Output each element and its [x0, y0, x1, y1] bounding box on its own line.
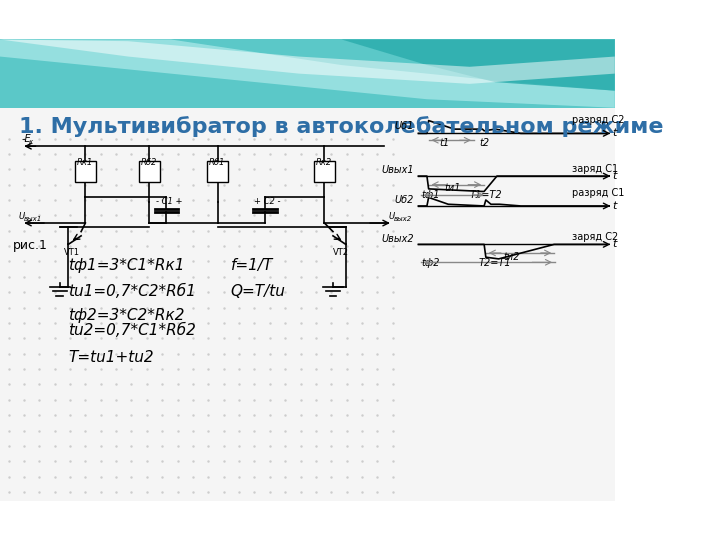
- Text: вых1: вых1: [24, 217, 42, 222]
- Text: + C2 -: + C2 -: [254, 197, 281, 206]
- Text: 1. Мультивибратор в автоколебательном режиме: 1. Мультивибратор в автоколебательном ре…: [19, 116, 663, 137]
- Text: t1: t1: [440, 138, 450, 148]
- Text: t: t: [612, 239, 616, 249]
- Text: заряд С1: заряд С1: [572, 164, 618, 174]
- Text: Uб1: Uб1: [395, 121, 414, 131]
- Text: T1=T2: T1=T2: [469, 190, 503, 200]
- Text: tu2=0,7*C1*Rб2: tu2=0,7*C1*Rб2: [68, 323, 196, 338]
- Text: заряд С2: заряд С2: [572, 232, 618, 242]
- Bar: [139, 161, 160, 182]
- Text: VT1: VT1: [64, 248, 80, 258]
- Text: Uб2: Uб2: [395, 195, 414, 205]
- Text: T2=T1: T2=T1: [478, 258, 510, 268]
- Text: t2: t2: [480, 138, 490, 148]
- Text: t: t: [612, 200, 616, 211]
- Text: tф2: tф2: [421, 258, 439, 268]
- Text: разряд С2: разряд С2: [572, 115, 624, 125]
- Text: VT2: VT2: [333, 248, 349, 258]
- Text: U: U: [19, 212, 25, 221]
- Polygon shape: [0, 39, 615, 84]
- Text: tф1: tф1: [421, 190, 439, 200]
- Text: T=tu1+tu2: T=tu1+tu2: [68, 350, 154, 365]
- Polygon shape: [0, 108, 615, 501]
- Text: tф1=3*C1*Rк1: tф1=3*C1*Rк1: [68, 258, 185, 273]
- Text: Rк1: Rк1: [77, 158, 93, 167]
- Bar: [314, 161, 335, 182]
- Text: Rк2: Rк2: [316, 158, 332, 167]
- Text: tи1: tи1: [444, 184, 461, 193]
- Text: Uвых1: Uвых1: [382, 165, 414, 174]
- Polygon shape: [0, 39, 615, 108]
- Text: U: U: [389, 212, 395, 221]
- Text: f=1/T: f=1/T: [230, 258, 273, 273]
- Polygon shape: [0, 39, 615, 108]
- Text: вых2: вых2: [394, 217, 412, 222]
- Polygon shape: [341, 39, 615, 91]
- Text: Rб1: Rб1: [210, 158, 225, 167]
- Text: -E: -E: [22, 134, 31, 144]
- Text: Rб2: Rб2: [141, 158, 157, 167]
- Text: рис.1: рис.1: [13, 239, 48, 252]
- Bar: [75, 161, 96, 182]
- Text: t: t: [612, 128, 616, 138]
- Bar: [207, 161, 228, 182]
- Text: к: к: [29, 139, 33, 145]
- Text: Uвых2: Uвых2: [382, 234, 414, 244]
- Text: - C1 +: - C1 +: [156, 197, 183, 206]
- Text: разряд С1: разряд С1: [572, 188, 624, 198]
- Text: Q=T/tu: Q=T/tu: [230, 284, 285, 299]
- Text: t: t: [612, 171, 616, 181]
- Text: tu1=0,7*C2*Rб1: tu1=0,7*C2*Rб1: [68, 284, 196, 299]
- Text: tи2: tи2: [504, 252, 521, 262]
- Text: tф2=3*C2*Rк2: tф2=3*C2*Rк2: [68, 307, 185, 322]
